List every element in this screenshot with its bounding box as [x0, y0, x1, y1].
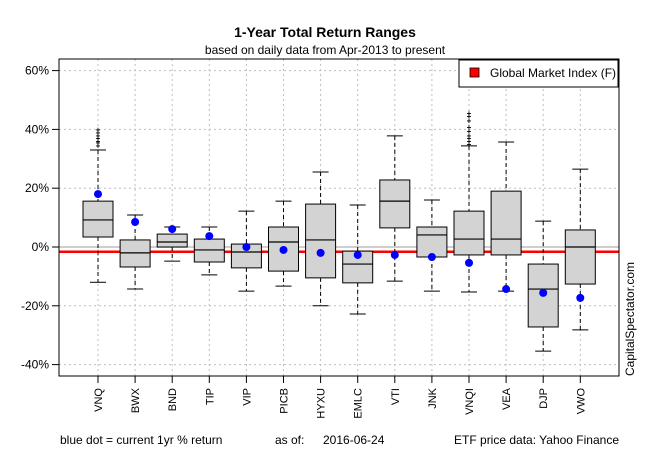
x-tick-label: PICB [279, 388, 291, 414]
y-tick-label: 40% [25, 122, 49, 136]
y-tick-label: -20% [21, 299, 49, 313]
footer-note: blue dot = current 1yr % return [60, 433, 222, 447]
x-tick-label: VEA [501, 387, 513, 410]
current-return-dot [539, 288, 548, 297]
box-emlc [342, 204, 374, 315]
iqr-box [453, 210, 485, 256]
iqr-box [305, 203, 337, 279]
x-tick-label: VNQ [93, 388, 105, 412]
current-return-dot [279, 245, 288, 254]
box-group: ++++++++++++++++ [82, 109, 596, 352]
box-vti [379, 135, 411, 282]
outlier-point: + [467, 123, 472, 132]
outlier-point: + [467, 127, 472, 136]
outlier-point: + [467, 109, 472, 118]
box-bnd [156, 225, 188, 262]
outlier-point: + [96, 137, 101, 146]
footer-asof-date: 2016-06-24 [323, 433, 385, 447]
y-tick-label: 20% [25, 181, 49, 195]
legend: Global Market Index (F) [458, 59, 619, 88]
outlier-point: + [467, 117, 472, 126]
x-tick-label: VWO [575, 388, 587, 415]
current-return-dot [576, 293, 585, 302]
iqr-box [416, 226, 448, 258]
box-vnqi: +++++++++ [453, 109, 485, 293]
current-return-dot [390, 250, 399, 259]
box-vnq: +++++++ [82, 125, 114, 283]
x-tick-label: DJP [538, 388, 550, 409]
x-tick-label: JNK [427, 387, 439, 408]
outlier-point: + [96, 134, 101, 143]
x-tick-label: EMLC [353, 388, 365, 419]
box-bwx [119, 214, 151, 290]
x-tick-label: VTI [390, 388, 402, 405]
current-return-dot [205, 232, 214, 241]
box-hyxu [305, 171, 337, 307]
chart-title: 1-Year Total Return Ranges [234, 24, 416, 40]
box-vwo [564, 168, 596, 331]
x-tick-label: TIP [204, 388, 216, 405]
outlier-point: + [96, 131, 101, 140]
outlier-point: + [467, 134, 472, 143]
outlier-point: + [467, 137, 472, 146]
iqr-box [490, 190, 522, 256]
footer-source: ETF price data: Yahoo Finance [454, 433, 619, 447]
box-vea [490, 141, 522, 294]
y-tick-label: 60% [25, 64, 49, 78]
current-return-dot [168, 225, 177, 234]
outlier-point: + [467, 131, 472, 140]
x-tick-label: HYXU [316, 388, 328, 419]
box-djp [527, 220, 559, 352]
x-axis: VNQ BWX BND TIP VIP PICB HYXU EMLC VTI JNK VNQI VEA… [93, 376, 587, 419]
outlier-point: + [467, 112, 472, 121]
iqr-box [564, 229, 596, 285]
chart-subtitle: based on daily data from Apr-2013 to pre… [205, 43, 446, 57]
reference-lines [59, 246, 619, 253]
outlier-point: + [96, 142, 101, 151]
watermark: CapitalSpectator.com [623, 262, 637, 376]
current-return-dot [353, 250, 362, 259]
box-vip [230, 210, 262, 292]
iqr-box [82, 200, 114, 238]
y-tick-label: 0% [32, 240, 50, 254]
x-tick-label: BWX [130, 387, 142, 413]
y-axis: -40% -20% 0% 20% 40% 60% [21, 64, 59, 372]
outlier-point: + [96, 128, 101, 137]
footer-asof-label: as of: [275, 433, 304, 447]
outlier-point: + [467, 140, 472, 149]
current-return-dot [242, 243, 251, 251]
iqr-box [156, 233, 188, 248]
current-return-dot [94, 190, 102, 199]
current-return-dot [427, 252, 436, 261]
current-return-dot [502, 285, 511, 294]
y-tick-label: -40% [21, 358, 49, 372]
x-tick-label: BND [167, 388, 179, 411]
legend-box [458, 59, 619, 88]
x-tick-label: VIP [241, 388, 253, 406]
grid-lines [59, 59, 619, 376]
legend-swatch [469, 67, 480, 78]
outlier-point: + [96, 125, 101, 134]
plot-frame [58, 58, 620, 377]
current-return-dot [131, 218, 140, 227]
iqr-box [379, 179, 411, 229]
current-return-dot [316, 248, 325, 257]
outlier-point: + [96, 139, 101, 148]
box-tip [193, 226, 225, 276]
x-tick-label: VNQI [464, 388, 476, 415]
box-jnk [416, 199, 448, 292]
legend-label: Global Market Index (F) [490, 66, 616, 80]
current-return-dot [465, 258, 473, 267]
box-picb [268, 200, 299, 287]
